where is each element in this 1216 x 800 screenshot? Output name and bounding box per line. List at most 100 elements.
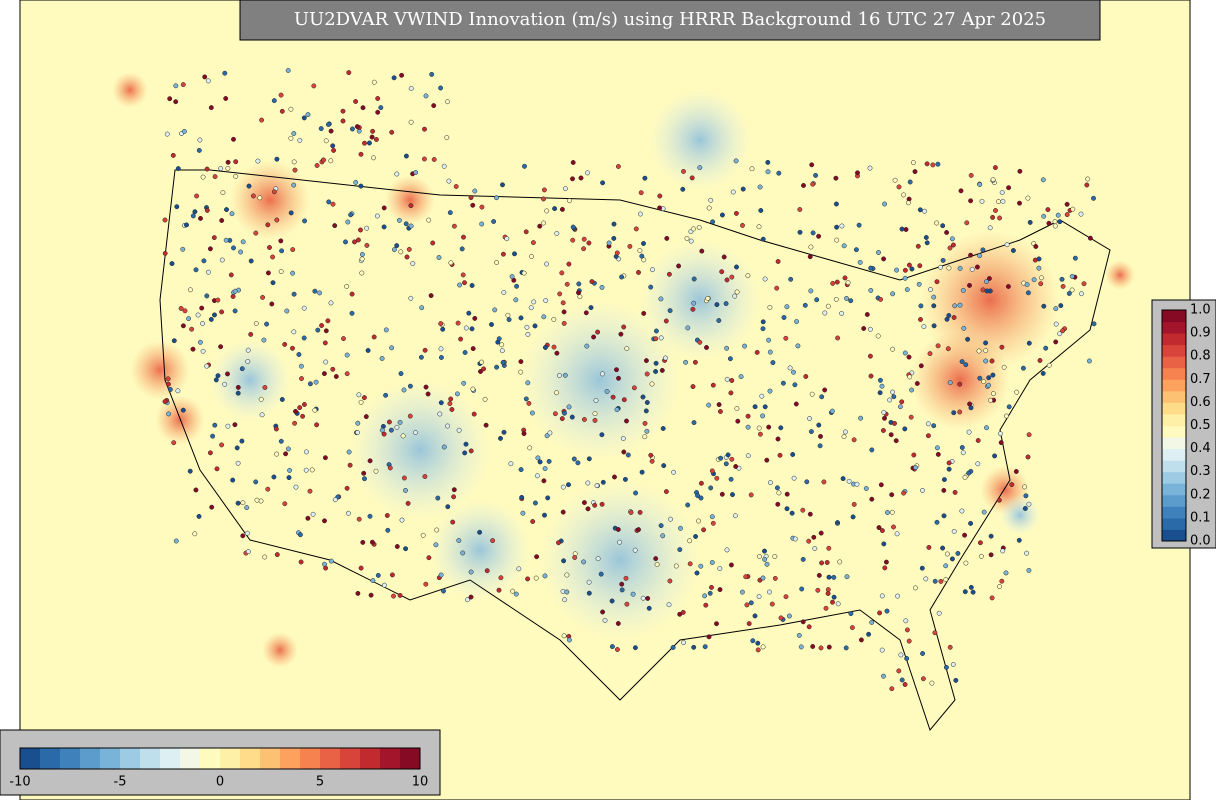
field-blob [385, 175, 435, 225]
observation-dot [977, 253, 983, 259]
observation-dot [245, 359, 251, 364]
observation-dot [253, 479, 259, 485]
observation-dot [694, 570, 700, 576]
observation-dot [444, 135, 450, 140]
colorbar-swatch [280, 748, 301, 769]
observation-dot [190, 213, 196, 219]
observation-dot [706, 634, 712, 640]
observation-dot [633, 490, 639, 496]
observation-dot [622, 476, 628, 482]
observation-dot [734, 264, 739, 270]
observation-dot [583, 310, 589, 316]
observation-dot [794, 319, 800, 325]
observation-dot [561, 633, 567, 639]
observation-dot [949, 556, 955, 562]
observation-dot [566, 261, 572, 267]
observation-dot [980, 247, 986, 253]
observation-dot [844, 574, 850, 580]
observation-dot [204, 363, 210, 369]
observation-dot [303, 467, 309, 473]
observation-dot [240, 239, 246, 245]
observation-dot [456, 427, 462, 433]
observation-dot [204, 207, 210, 213]
observation-dot [332, 223, 338, 229]
observation-dot [436, 255, 442, 260]
observation-dot [248, 331, 254, 337]
observation-dot [322, 518, 327, 524]
observation-dot [279, 397, 285, 402]
observation-dot [762, 404, 768, 410]
observation-dot [441, 163, 447, 169]
observation-dot [698, 563, 704, 569]
observation-dot [940, 545, 946, 551]
observation-dot [902, 426, 908, 432]
observation-dot [803, 374, 809, 379]
observation-dot [388, 427, 394, 433]
observation-dot [291, 131, 297, 136]
observation-dot [913, 465, 918, 471]
observation-dot [776, 490, 782, 496]
observation-dot [912, 169, 918, 175]
observation-dot [423, 93, 429, 99]
observation-dot [451, 487, 457, 493]
observation-dot [498, 575, 504, 581]
observation-dot [808, 244, 814, 250]
observation-dot [798, 644, 804, 650]
observation-dot [297, 532, 303, 538]
observation-dot [274, 552, 280, 558]
observation-dot [696, 225, 702, 230]
colorbar-swatch [340, 748, 361, 769]
observation-dot [420, 532, 426, 538]
observation-dot [810, 230, 816, 236]
observation-dot [930, 162, 936, 168]
observation-dot [340, 108, 346, 114]
observation-dot [702, 644, 708, 650]
observation-dot [648, 284, 654, 290]
observation-dot [570, 176, 575, 182]
observation-dot [440, 326, 446, 332]
observation-dot [691, 276, 697, 282]
observation-dot [854, 481, 860, 487]
observation-dot [471, 411, 477, 417]
title: UU2DVAR VWIND Innovation (m/s) using HRR… [294, 9, 1046, 30]
observation-dot [181, 128, 187, 134]
observation-dot [707, 590, 713, 596]
observation-dot [403, 487, 408, 493]
observation-dot [653, 369, 659, 374]
observation-dot [889, 509, 895, 515]
observation-dot [462, 280, 467, 286]
observation-dot [578, 175, 584, 181]
observation-dot [630, 591, 636, 597]
observation-dot [723, 461, 729, 467]
observation-dot [562, 597, 568, 603]
observation-dot [180, 82, 186, 88]
colorbar-swatch [120, 748, 141, 769]
observation-dot [448, 260, 454, 266]
observation-dot [717, 566, 723, 571]
observation-dot [302, 218, 308, 224]
observation-dot [819, 394, 825, 400]
observation-dot [826, 574, 832, 580]
observation-dot [1053, 306, 1059, 312]
observation-dot [349, 126, 355, 132]
observation-dot [1006, 185, 1012, 191]
observation-dot [262, 554, 268, 560]
observation-dot [989, 358, 995, 364]
observation-dot [890, 346, 896, 352]
colorbar-swatch [1162, 321, 1186, 334]
observation-dot [968, 172, 974, 178]
observation-dot [175, 166, 181, 172]
observation-dot [797, 229, 803, 235]
colorbar-swatch [1162, 494, 1186, 507]
observation-dot [891, 394, 897, 400]
observation-dot [935, 161, 941, 167]
observation-dot [807, 511, 813, 517]
observation-dot [685, 325, 691, 331]
observation-dot [783, 594, 789, 600]
observation-dot [381, 582, 387, 588]
observation-dot [379, 427, 385, 433]
observation-dot [1005, 284, 1011, 289]
observation-dot [389, 572, 395, 578]
observation-dot [705, 295, 711, 301]
colorbar-swatch [1162, 379, 1186, 392]
